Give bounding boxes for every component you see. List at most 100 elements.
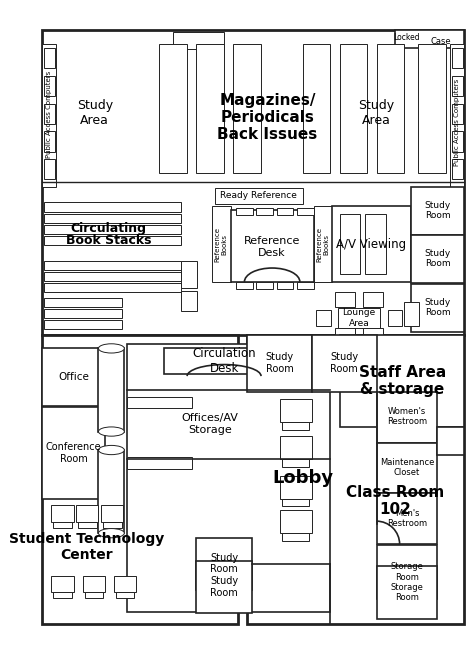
Bar — [338, 308, 380, 328]
Text: Study
Area: Study Area — [77, 99, 113, 127]
Ellipse shape — [99, 343, 124, 353]
Bar — [335, 292, 356, 307]
Bar — [277, 208, 293, 215]
Bar — [302, 43, 330, 173]
Bar — [44, 213, 181, 223]
Bar — [452, 76, 464, 96]
Bar — [44, 48, 55, 68]
Bar — [339, 43, 367, 173]
Bar — [376, 494, 437, 544]
Bar — [280, 510, 312, 533]
Bar — [127, 343, 330, 612]
Ellipse shape — [99, 427, 124, 436]
Bar — [42, 43, 56, 187]
Bar — [339, 334, 465, 427]
Bar — [159, 43, 187, 173]
Bar — [127, 457, 192, 468]
Bar — [99, 450, 124, 533]
Text: Study
Area: Study Area — [358, 99, 394, 127]
Bar — [283, 499, 309, 507]
Bar — [335, 328, 356, 343]
Bar — [418, 43, 446, 173]
Text: Reference
Books: Reference Books — [317, 226, 329, 261]
Bar — [339, 215, 360, 274]
Bar — [164, 348, 284, 374]
Bar — [376, 565, 437, 619]
Bar — [181, 291, 197, 311]
Ellipse shape — [99, 528, 124, 538]
Text: Public Access Computers: Public Access Computers — [46, 71, 52, 159]
Bar — [53, 522, 72, 528]
Bar — [410, 187, 465, 235]
Bar — [42, 407, 105, 499]
Bar — [181, 261, 197, 288]
Bar — [196, 43, 224, 173]
Text: Public Access Computers: Public Access Computers — [454, 78, 460, 166]
Bar — [99, 348, 124, 432]
Bar — [297, 282, 314, 290]
Bar — [84, 592, 103, 598]
Bar — [42, 348, 105, 406]
Bar — [283, 459, 309, 467]
Bar — [280, 399, 312, 422]
Bar — [256, 208, 273, 215]
Bar — [277, 282, 293, 290]
Bar — [256, 282, 273, 290]
Bar — [452, 159, 464, 180]
Bar — [388, 310, 402, 326]
Bar — [236, 282, 253, 290]
Bar — [365, 215, 386, 274]
Bar — [44, 320, 122, 329]
Bar — [44, 261, 181, 270]
Bar — [283, 422, 309, 430]
Bar — [44, 272, 181, 281]
Bar — [51, 505, 73, 522]
Bar — [283, 533, 309, 541]
Text: Locked: Locked — [394, 32, 420, 41]
Bar — [44, 297, 122, 307]
Bar — [452, 103, 464, 124]
Bar — [297, 208, 314, 215]
Text: Women's
Restroom: Women's Restroom — [387, 407, 427, 426]
Text: Case: Case — [431, 38, 452, 46]
Bar — [233, 43, 261, 173]
Bar — [78, 522, 97, 528]
Bar — [317, 310, 331, 326]
Text: Staff Area
& storage: Staff Area & storage — [359, 365, 446, 397]
Text: Maintenance
Closet: Maintenance Closet — [380, 458, 434, 477]
Bar — [83, 576, 105, 592]
Bar — [395, 30, 465, 48]
Bar — [103, 522, 121, 528]
Bar — [44, 159, 55, 180]
Bar — [44, 132, 55, 151]
Text: Lounge
Area: Lounge Area — [342, 308, 375, 328]
Bar — [42, 30, 465, 334]
Bar — [44, 224, 181, 234]
Text: Storage
Room: Storage Room — [391, 582, 423, 602]
Bar — [247, 334, 465, 624]
Bar — [44, 203, 181, 212]
Text: Study
Room: Study Room — [210, 576, 238, 597]
Bar — [127, 397, 192, 409]
Bar — [101, 505, 123, 522]
Bar — [376, 545, 437, 599]
Ellipse shape — [99, 445, 124, 455]
Bar — [173, 32, 224, 49]
Text: Conference
Room: Conference Room — [46, 442, 101, 464]
Text: Study
Room: Study Room — [424, 249, 451, 268]
Bar — [452, 48, 464, 68]
Text: Study
Room: Study Room — [265, 353, 293, 374]
Text: Study
Room: Study Room — [424, 201, 451, 220]
Bar — [404, 302, 419, 326]
Bar — [44, 236, 181, 245]
Bar — [363, 292, 383, 307]
Text: Circulation
Desk: Circulation Desk — [192, 347, 256, 375]
Bar — [212, 206, 230, 282]
Bar — [312, 334, 376, 392]
Text: Study
Room: Study Room — [210, 553, 238, 574]
Bar — [332, 206, 410, 282]
Text: Student Technology
Center: Student Technology Center — [9, 532, 164, 562]
Bar — [51, 576, 73, 592]
Bar — [196, 561, 252, 613]
Text: Study
Room: Study Room — [424, 298, 451, 317]
